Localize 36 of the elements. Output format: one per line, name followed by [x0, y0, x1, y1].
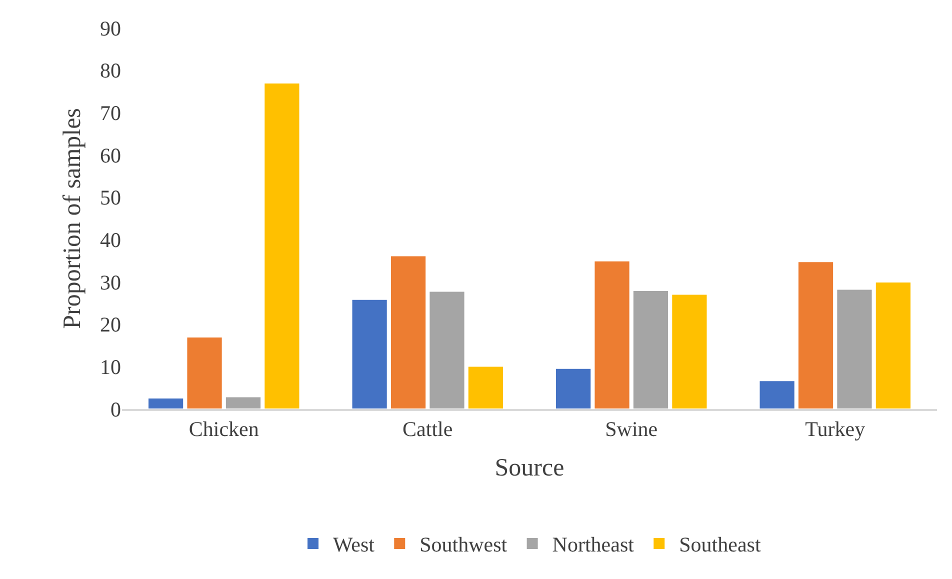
bar — [224, 396, 262, 409]
bar — [758, 380, 796, 409]
bar — [186, 336, 223, 409]
bar — [555, 368, 592, 409]
y-tick-label: 40 — [100, 228, 121, 252]
y-tick-label: 60 — [100, 143, 121, 168]
bar — [390, 255, 427, 409]
bar — [594, 260, 630, 409]
x-tick-label: Swine — [605, 417, 658, 442]
bar — [874, 282, 912, 409]
y-tick-label: 30 — [100, 270, 121, 294]
y-tick-label: 80 — [100, 58, 121, 83]
legend-label: Southwest — [420, 532, 508, 557]
x-tick-label: Turkey — [805, 417, 866, 442]
bar — [671, 294, 708, 409]
x-axis-title: Source — [494, 454, 564, 482]
y-tick-label: 10 — [100, 355, 121, 380]
x-tick-label: Cattle — [402, 417, 453, 442]
y-tick-label: 0 — [110, 397, 121, 422]
y-tick-label: 70 — [100, 101, 121, 126]
bar — [467, 366, 504, 409]
x-tick-label: Chicken — [188, 417, 260, 442]
y-tick-label: 90 — [100, 16, 121, 40]
legend-label: Southeast — [679, 532, 761, 557]
y-tick-label: 50 — [100, 186, 121, 210]
bar — [351, 298, 388, 409]
bar — [836, 288, 873, 409]
y-tick-label: 20 — [100, 312, 121, 337]
legend-label: Northeast — [552, 532, 634, 557]
bar — [428, 290, 466, 409]
y-axis-title: Proportion of samples — [58, 108, 86, 329]
legend-label: West — [333, 532, 375, 557]
bar — [797, 261, 834, 409]
bar — [148, 397, 184, 409]
bar — [632, 290, 670, 409]
bar — [264, 82, 300, 409]
